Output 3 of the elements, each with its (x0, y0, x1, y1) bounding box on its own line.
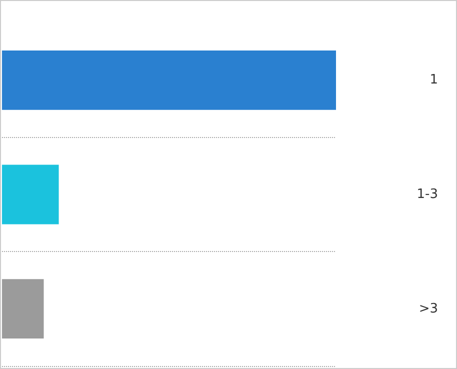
y-tick-label: 1 (430, 72, 438, 88)
y-tick-label: 1-3 (416, 187, 438, 202)
y-tick-label: >3 (418, 301, 438, 316)
